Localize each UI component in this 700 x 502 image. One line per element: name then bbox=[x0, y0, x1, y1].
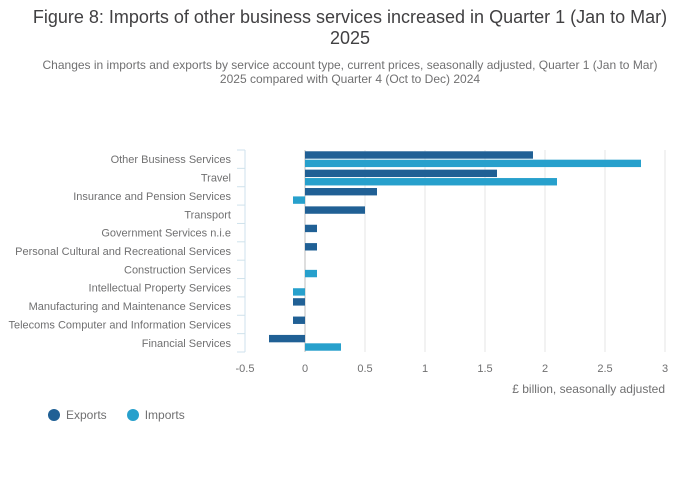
y-tick-label: Telecoms Computer and Information Servic… bbox=[8, 319, 231, 331]
x-tick-label: 1.5 bbox=[477, 363, 492, 375]
chart-title: Figure 8: Imports of other business serv… bbox=[32, 7, 668, 48]
legend-item-imports[interactable]: Imports bbox=[126, 408, 185, 422]
legend-label-exports: Exports bbox=[66, 408, 107, 422]
y-tick-label: Transport bbox=[184, 209, 231, 221]
bar-imports-financial-services[interactable] bbox=[305, 343, 341, 351]
bar-exports-personal-cultural-and-recreational-services[interactable] bbox=[305, 243, 317, 251]
y-tick-label: Government Services n.i.e bbox=[101, 228, 231, 240]
y-tick-label: Other Business Services bbox=[111, 154, 232, 166]
x-tick-label: -0.5 bbox=[236, 363, 255, 375]
bar-exports-financial-services[interactable] bbox=[269, 334, 305, 343]
y-axis: Other Business Services Travel Insurance a… bbox=[8, 149, 246, 353]
x-tick-label: 0.5 bbox=[357, 363, 372, 375]
y-tick-label: Financial Services bbox=[142, 338, 232, 350]
y-tick-label: Personal Cultural and Recreational Servi… bbox=[15, 246, 231, 258]
y-tick-label: Construction Services bbox=[124, 264, 231, 276]
x-tick-label: 2.5 bbox=[597, 363, 612, 375]
legend-item-exports[interactable]: Exports bbox=[48, 408, 107, 422]
bar-imports-construction-services[interactable] bbox=[305, 269, 317, 278]
bars bbox=[269, 151, 641, 351]
bar-imports-insurance-and-pension-services[interactable] bbox=[293, 196, 305, 204]
bar-exports-insurance-and-pension-services[interactable] bbox=[305, 188, 377, 196]
y-tick-label: Intellectual Property Services bbox=[89, 283, 232, 295]
imports-swatch-icon bbox=[126, 409, 139, 421]
bar-imports-intellectual-property-services[interactable] bbox=[293, 288, 305, 296]
x-tick-label: 2 bbox=[542, 363, 548, 375]
legend: Exports Imports bbox=[48, 408, 185, 422]
bar-exports-manufacturing-and-maintenance-services[interactable] bbox=[293, 298, 305, 306]
bar-exports-government-services-n-i-e[interactable] bbox=[305, 224, 317, 233]
legend-label-imports: Imports bbox=[144, 408, 185, 422]
x-tick-label: 3 bbox=[662, 363, 668, 375]
bar-imports-other-business-services[interactable] bbox=[305, 159, 641, 168]
chart-subtitle: Changes in imports and exports by servic… bbox=[42, 58, 658, 86]
x-tick-label: 0 bbox=[302, 363, 308, 375]
x-axis: -0.5 0 0.5 1 1.5 2 2.5 3 bbox=[236, 363, 669, 375]
y-tick-label: Travel bbox=[201, 173, 231, 185]
exports-swatch-icon bbox=[48, 409, 60, 421]
bar-exports-other-business-services[interactable] bbox=[305, 151, 533, 159]
y-tick-label: Insurance and Pension Services bbox=[73, 191, 231, 203]
bar-exports-transport[interactable] bbox=[305, 206, 365, 214]
bar-imports-travel[interactable] bbox=[305, 178, 557, 186]
y-tick-label: Manufacturing and Maintenance Services bbox=[29, 301, 232, 313]
x-axis-label: £ billion, seasonally adjusted bbox=[512, 382, 665, 396]
bar-exports-travel[interactable] bbox=[305, 169, 497, 178]
x-tick-label: 1 bbox=[422, 363, 428, 375]
bar-exports-telecoms-computer-and-information-services[interactable] bbox=[293, 316, 305, 324]
